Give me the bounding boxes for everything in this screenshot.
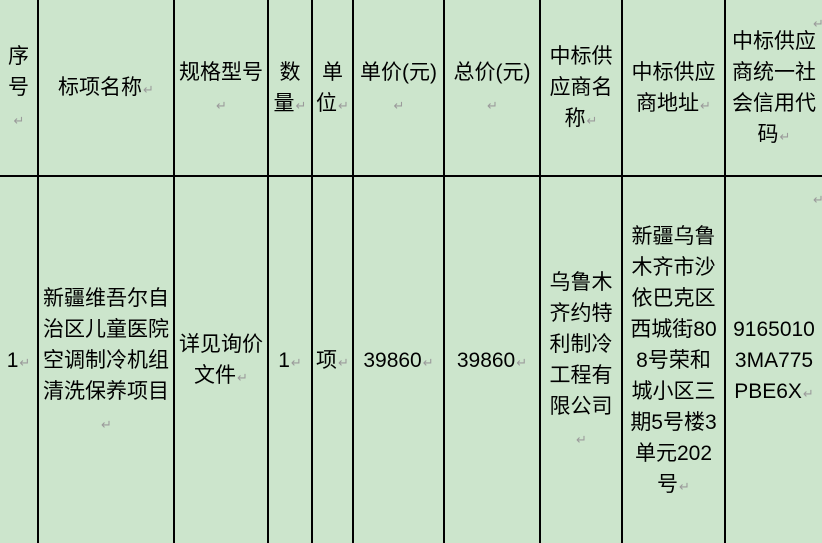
column-header-credit-code: 中标供应商统一社会信用代码↵	[724, 0, 822, 177]
cell-name: 新疆维吾尔自治区儿童医院空调制冷机组清洗保养项目↵	[37, 175, 175, 543]
line-break-mark-icon-outside-header: ↵	[813, 17, 822, 32]
line-break-mark-icon: ↵	[338, 355, 349, 371]
column-header-total-price: 总价(元)↵	[443, 0, 541, 177]
line-break-mark-icon: ↵	[802, 386, 814, 402]
line-break-mark-icon-outside-row: ↵	[813, 193, 822, 208]
column-header-supplier-address: 中标供应商地址↵	[621, 0, 726, 177]
table-row: 1↵ 新疆维吾尔自治区儿童医院空调制冷机组清洗保养项目↵ 详见询价文件↵ 1↵ …	[0, 175, 822, 543]
table-header-row: 序号↵ 标项名称↵ 规格型号↵ 数量↵ 单位↵ 单价(元)↵ 总价(元)↵ 中标…	[0, 0, 822, 177]
line-break-mark-icon: ↵	[700, 98, 711, 114]
line-break-mark-icon: ↵	[237, 371, 248, 386]
line-break-mark-icon: ↵	[393, 98, 405, 114]
cell-supplier-address: 新疆乌鲁木齐市沙依巴克区西城街808号荣和城小区三期5号楼3单元202号↵	[621, 175, 726, 543]
line-break-mark-icon: ↵	[19, 355, 31, 371]
line-break-mark-icon: ↵	[216, 98, 227, 114]
line-break-mark-icon: ↵	[576, 433, 587, 448]
line-break-mark-icon: ↵	[679, 479, 690, 495]
cell-unit-price: 39860↵	[352, 175, 445, 543]
column-header-seq: 序号↵	[0, 0, 39, 177]
cell-total-price: 39860↵	[443, 175, 541, 543]
cell-spec: 详见询价文件↵	[173, 175, 269, 543]
line-break-mark-icon: ↵	[516, 355, 528, 371]
cell-unit: 项↵	[311, 175, 354, 543]
column-header-name: 标项名称↵	[37, 0, 175, 177]
line-break-mark-icon: ↵	[422, 355, 434, 371]
line-break-mark-icon: ↵	[290, 355, 302, 371]
line-break-mark-icon: ↵	[779, 129, 791, 145]
column-header-spec: 规格型号↵	[173, 0, 269, 177]
line-break-mark-icon: ↵	[101, 417, 112, 433]
column-header-qty: 数量↵	[267, 0, 313, 177]
line-break-mark-icon: ↵	[487, 98, 498, 114]
line-break-mark-icon: ↵	[143, 83, 154, 98]
column-header-supplier-name: 中标供应商名称↵	[539, 0, 623, 177]
column-header-unit: 单位↵	[311, 0, 354, 177]
cell-credit-code: 91650103MA775PBE6X↵	[724, 175, 822, 543]
line-break-mark-icon: ↵	[13, 114, 25, 129]
column-header-unit-price: 单价(元)↵	[352, 0, 445, 177]
cell-supplier-name: 乌鲁木齐约特利制冷工程有限公司↵	[539, 175, 623, 543]
cell-qty: 1↵	[267, 175, 313, 543]
line-break-mark-icon: ↵	[338, 98, 349, 114]
line-break-mark-icon: ↵	[586, 114, 598, 129]
cell-seq: 1↵	[0, 175, 39, 543]
line-break-mark-icon: ↵	[295, 98, 307, 114]
